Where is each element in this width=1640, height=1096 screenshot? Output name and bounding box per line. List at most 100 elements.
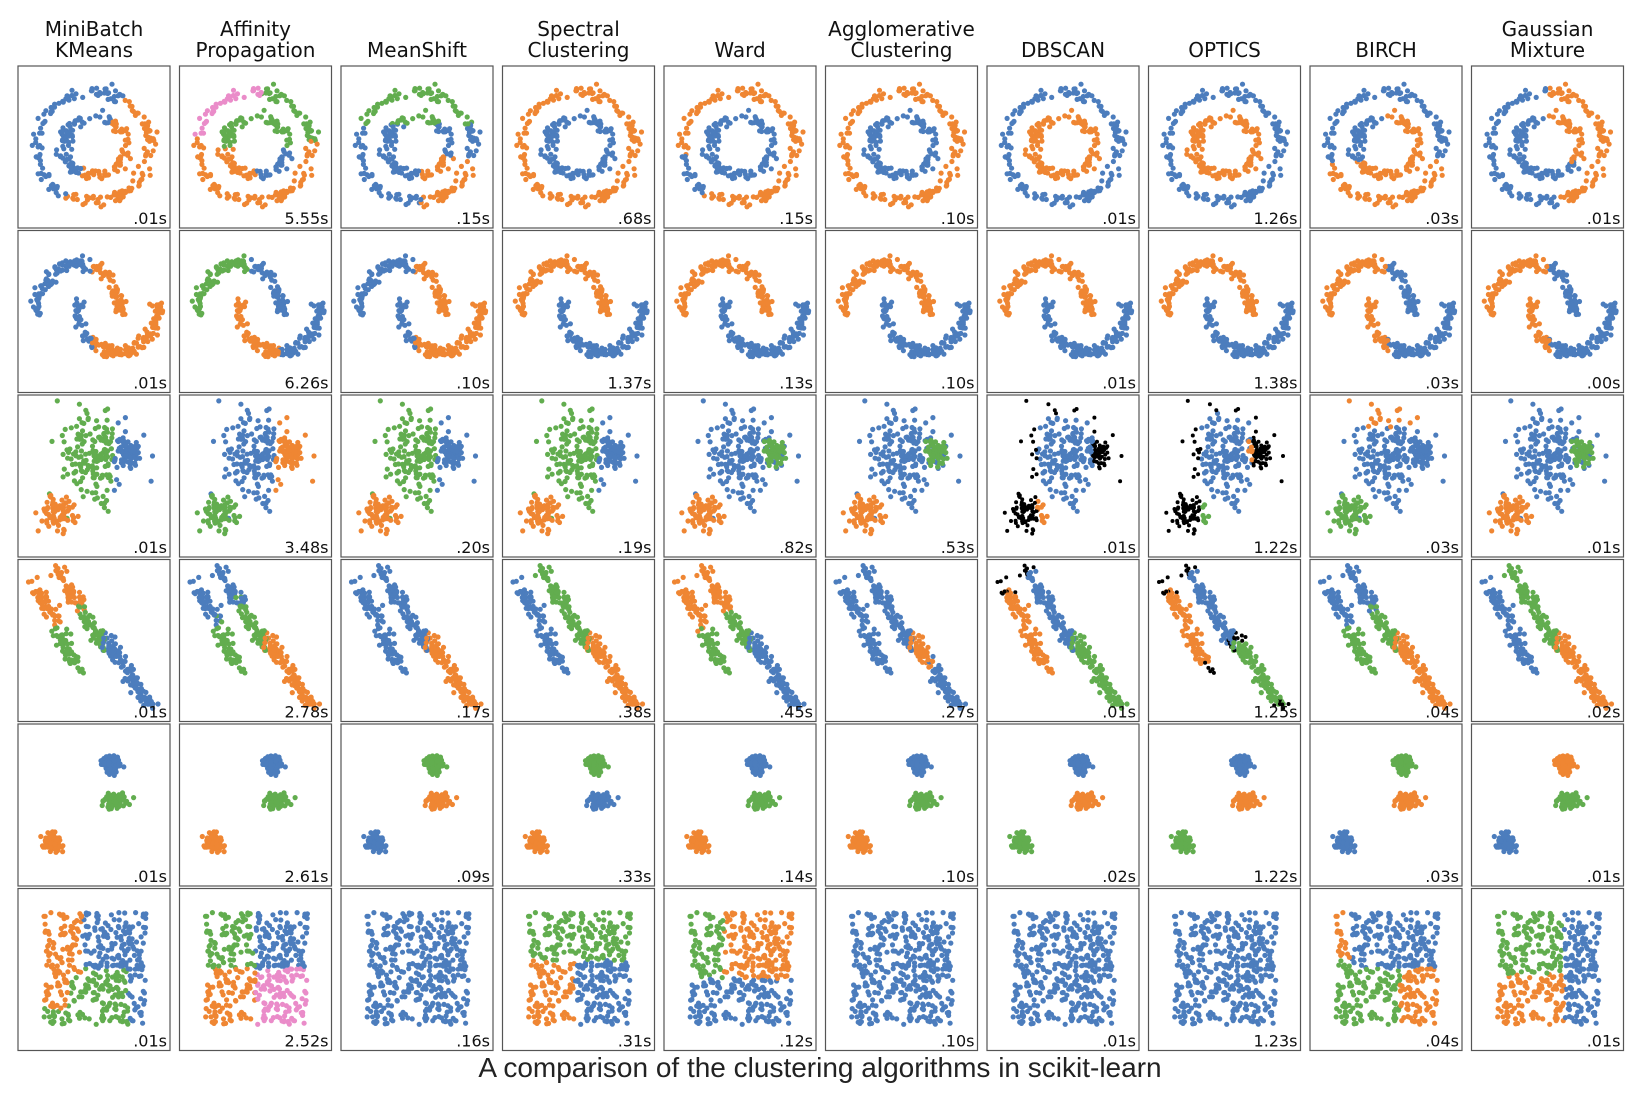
data-point xyxy=(1168,125,1174,131)
data-point xyxy=(1223,113,1229,119)
data-point xyxy=(48,183,54,189)
data-point xyxy=(1049,94,1055,100)
data-point xyxy=(1272,114,1278,120)
data-point xyxy=(207,173,214,179)
data-point xyxy=(518,308,524,314)
data-point xyxy=(1327,171,1333,177)
data-point xyxy=(231,138,237,144)
data-point xyxy=(1006,158,1012,164)
data-point xyxy=(607,137,613,143)
data-point xyxy=(607,166,613,172)
data-point xyxy=(782,182,788,188)
data-point xyxy=(1362,195,1368,201)
data-point xyxy=(404,299,410,305)
data-point xyxy=(584,107,590,113)
data-point xyxy=(1410,196,1416,202)
data-point xyxy=(1042,169,1048,175)
data-point xyxy=(635,148,641,154)
data-point xyxy=(796,330,802,336)
data-point xyxy=(586,86,593,92)
data-point xyxy=(382,262,388,268)
data-point xyxy=(313,324,319,330)
data-point xyxy=(1086,128,1092,134)
data-point xyxy=(194,136,200,142)
data-point xyxy=(1428,182,1434,188)
data-point xyxy=(902,196,908,203)
data-point xyxy=(1261,170,1267,176)
panel-noisy_moons-4: 1.37s xyxy=(501,229,656,394)
data-point xyxy=(1446,129,1452,135)
data-point xyxy=(882,196,888,203)
data-point xyxy=(435,198,442,204)
data-point xyxy=(1110,145,1116,151)
data-point xyxy=(604,308,611,314)
data-point xyxy=(1414,97,1420,103)
data-point xyxy=(1579,150,1585,156)
data-point xyxy=(577,348,583,354)
data-point xyxy=(41,119,47,125)
data-point xyxy=(46,173,52,179)
data-point xyxy=(1038,146,1044,152)
data-point xyxy=(473,148,479,154)
data-point xyxy=(1272,121,1279,127)
data-point xyxy=(1330,125,1336,131)
data-point xyxy=(113,292,119,298)
data-point xyxy=(679,154,685,160)
data-point xyxy=(553,160,559,166)
data-point xyxy=(67,124,73,130)
data-point xyxy=(1164,154,1170,160)
data-point xyxy=(215,147,221,153)
data-point xyxy=(589,194,595,200)
data-point xyxy=(1022,190,1028,196)
data-point xyxy=(130,178,136,184)
data-point xyxy=(1370,165,1376,172)
data-point xyxy=(73,91,79,97)
data-point xyxy=(251,88,257,94)
data-point xyxy=(442,149,449,155)
data-point xyxy=(1491,158,1497,164)
data-point xyxy=(368,277,374,283)
data-point xyxy=(843,171,849,177)
data-point xyxy=(308,166,314,172)
data-point xyxy=(1417,150,1423,156)
data-point xyxy=(111,98,117,105)
data-point xyxy=(410,268,416,274)
data-point xyxy=(1332,165,1338,171)
data-point xyxy=(877,195,883,201)
data-point xyxy=(720,196,726,203)
data-point xyxy=(401,165,407,172)
data-point xyxy=(797,324,803,330)
data-point xyxy=(596,165,602,171)
data-point xyxy=(48,104,54,111)
data-point xyxy=(757,98,763,105)
data-point xyxy=(1036,124,1042,130)
data-point xyxy=(1095,185,1101,191)
data-point xyxy=(119,293,125,299)
data-point xyxy=(1333,119,1339,125)
data-point xyxy=(1345,190,1351,196)
data-point xyxy=(739,337,745,343)
data-point xyxy=(1442,148,1448,154)
data-point xyxy=(1056,116,1062,122)
data-point xyxy=(191,142,197,148)
data-point xyxy=(362,291,369,297)
data-point xyxy=(1169,176,1175,183)
data-point xyxy=(520,144,526,150)
data-point xyxy=(108,96,114,102)
data-point xyxy=(912,90,918,97)
data-point xyxy=(189,298,195,304)
data-point xyxy=(135,335,141,341)
data-point xyxy=(428,120,434,126)
data-point xyxy=(69,132,75,138)
data-point xyxy=(1033,93,1039,99)
data-point xyxy=(446,350,452,357)
data-point xyxy=(1040,96,1046,102)
data-point xyxy=(1273,151,1279,157)
data-point xyxy=(1601,152,1607,159)
data-point xyxy=(1595,158,1601,165)
data-point xyxy=(558,296,564,302)
data-point xyxy=(443,308,449,314)
data-point xyxy=(1176,173,1183,179)
data-point xyxy=(197,115,203,121)
data-point xyxy=(267,346,273,352)
